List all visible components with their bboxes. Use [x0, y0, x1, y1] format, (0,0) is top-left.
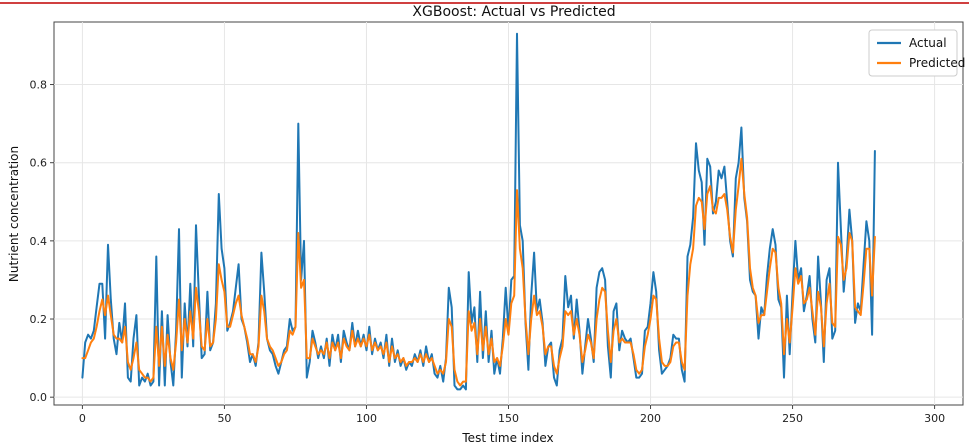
y-axis-ticks: 0.0 0.2 0.4 0.6 0.8 [30, 79, 54, 404]
legend-box [868, 29, 958, 77]
y-tick-label: 0.2 [30, 313, 48, 326]
series-layer [81, 32, 876, 391]
y-tick-label: 0.4 [30, 235, 48, 248]
x-tick-label: 250 [782, 412, 803, 425]
x-tick-label: 100 [356, 412, 377, 425]
x-tick-label: 200 [640, 412, 661, 425]
legend-label-predicted: Predicted [909, 56, 965, 70]
x-tick-label: 150 [498, 412, 519, 425]
y-axis-label: Nutrient concentration [7, 146, 21, 282]
x-tick-label: 0 [79, 412, 86, 425]
legend: Actual Predicted [868, 29, 965, 77]
chart-title: XGBoost: Actual vs Predicted [412, 4, 615, 20]
y-tick-label: 0.8 [30, 79, 48, 92]
x-tick-label: 300 [924, 412, 945, 425]
x-axis-ticks: 0 50 100 150 200 250 300 [79, 405, 945, 425]
x-axis-label: Test time index [461, 431, 553, 445]
y-tick-label: 0.6 [30, 157, 48, 170]
y-tick-label: 0.0 [30, 391, 48, 404]
x-tick-label: 50 [217, 412, 231, 425]
legend-label-actual: Actual [909, 36, 947, 50]
series-line-predicted [81, 157, 876, 387]
